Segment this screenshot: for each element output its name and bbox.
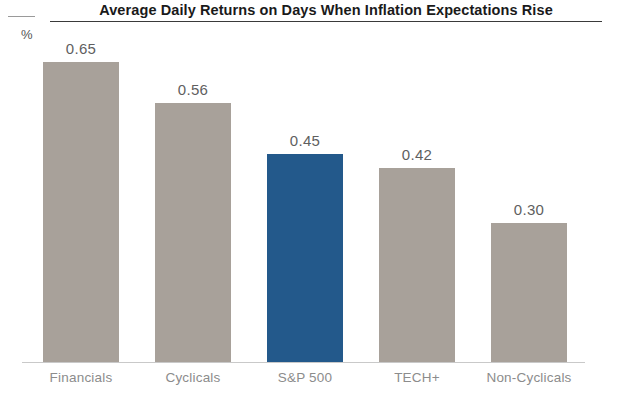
category-label-financials: Financials xyxy=(25,370,137,385)
bar-value-label-s-p-500: 0.45 xyxy=(267,132,343,149)
bar-s-p-500 xyxy=(267,154,343,362)
corner-dash-line xyxy=(8,16,35,17)
title-underline xyxy=(50,21,602,22)
bar-value-label-non-cyclicals: 0.30 xyxy=(491,201,567,218)
x-axis-line xyxy=(22,362,585,363)
category-label-tech: TECH+ xyxy=(361,370,473,385)
bar-value-label-tech: 0.42 xyxy=(379,146,455,163)
chart-title: Average Daily Returns on Days When Infla… xyxy=(50,2,602,18)
category-label-non-cyclicals: Non-Cyclicals xyxy=(473,370,585,385)
bar-value-label-cyclicals: 0.56 xyxy=(155,81,231,98)
y-axis-unit-label: % xyxy=(21,27,33,42)
bar-cyclicals xyxy=(155,103,231,362)
bar-non-cyclicals xyxy=(491,223,567,362)
bar-chart: Average Daily Returns on Days When Infla… xyxy=(0,0,640,400)
category-label-s-p-500: S&P 500 xyxy=(249,370,361,385)
bar-tech xyxy=(379,168,455,362)
bar-financials xyxy=(43,62,119,362)
bar-value-label-financials: 0.65 xyxy=(43,40,119,57)
category-label-cyclicals: Cyclicals xyxy=(137,370,249,385)
